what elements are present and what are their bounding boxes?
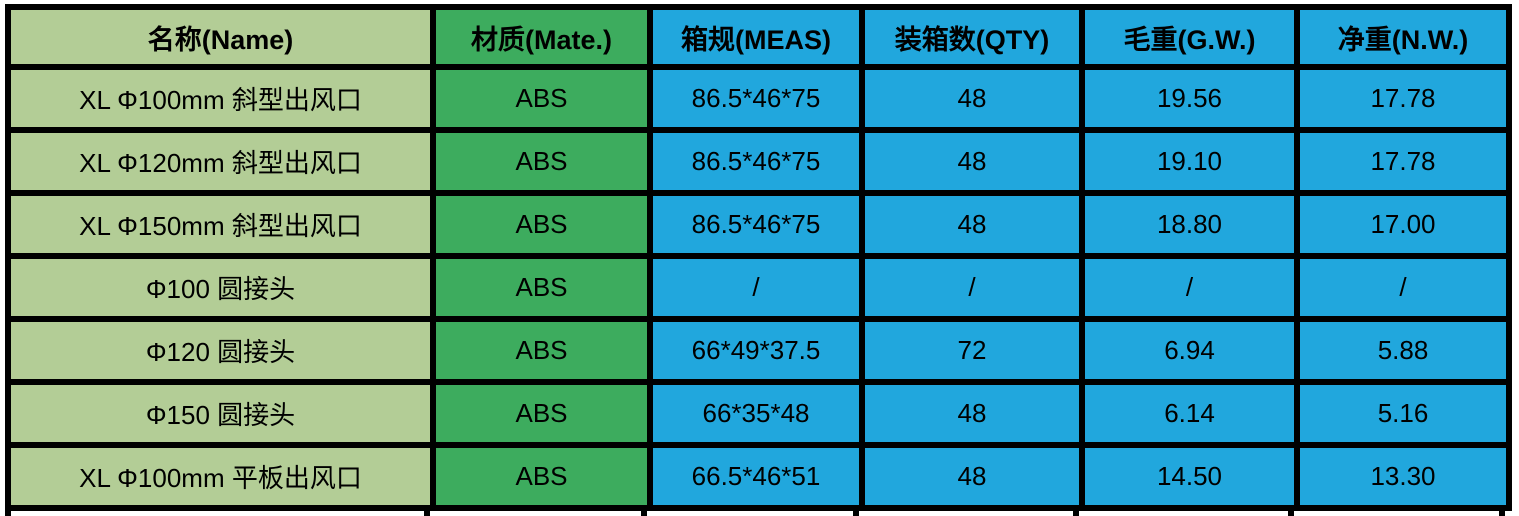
border-stub: [641, 511, 647, 516]
table-header: 名称(Name) 材质(Mate.) 箱规(MEAS) 装箱数(QTY) 毛重(G.W.…: [5, 4, 1512, 70]
table-cell: 48: [859, 442, 1085, 511]
table-row: XL Φ100mm 斜型出风口 ABS 86.5*46*75 48 19.56 17.78: [5, 64, 1512, 133]
table-cell: 17.78: [1294, 127, 1512, 196]
table-cell: 48: [859, 190, 1085, 259]
border-stub: [853, 511, 859, 516]
table-header-row: 名称(Name) 材质(Mate.) 箱规(MEAS) 装箱数(QTY) 毛重(G.W.…: [5, 4, 1512, 70]
table-cell: Φ120 圆接头: [5, 316, 436, 385]
table-cell: Φ150 圆接头: [5, 379, 436, 448]
table-cell: 86.5*46*75: [647, 127, 865, 196]
table-cell: 48: [859, 379, 1085, 448]
table-row: Φ100 圆接头 ABS / / / /: [5, 253, 1512, 322]
table-cell: ABS: [430, 190, 653, 259]
table-cell: 66*35*48: [647, 379, 865, 448]
border-stub: [424, 511, 430, 516]
table-cell: 17.00: [1294, 190, 1512, 259]
border-stub: [1288, 511, 1294, 516]
table-cell: 6.14: [1079, 379, 1300, 448]
table-cell: 48: [859, 64, 1085, 133]
table-row: XL Φ100mm 平板出风口 ABS 66.5*46*51 48 14.50 13.30: [5, 442, 1512, 511]
table-cell: XL Φ120mm 斜型出风口: [5, 127, 436, 196]
packing-spec-table: 名称(Name) 材质(Mate.) 箱规(MEAS) 装箱数(QTY) 毛重(G.W.…: [5, 4, 1512, 511]
border-stub: [5, 511, 11, 516]
table-row: Φ120 圆接头 ABS 66*49*37.5 72 6.94 5.88: [5, 316, 1512, 385]
table-row: XL Φ150mm 斜型出风口 ABS 86.5*46*75 48 18.80 17.00: [5, 190, 1512, 259]
column-header: 箱规(MEAS): [647, 4, 865, 70]
border-stub: [1499, 511, 1505, 516]
column-header: 装箱数(QTY): [859, 4, 1085, 70]
table-cell: 86.5*46*75: [647, 190, 865, 259]
table-cell: 14.50: [1079, 442, 1300, 511]
table-cell: 66.5*46*51: [647, 442, 865, 511]
table-cell: /: [647, 253, 865, 322]
border-stub: [1073, 511, 1079, 516]
column-header: 毛重(G.W.): [1079, 4, 1300, 70]
table-cell: 18.80: [1079, 190, 1300, 259]
table-cell: XL Φ100mm 平板出风口: [5, 442, 436, 511]
table-cell: /: [1294, 253, 1512, 322]
table-cell: ABS: [430, 127, 653, 196]
column-header: 净重(N.W.): [1294, 4, 1512, 70]
table-cell: 86.5*46*75: [647, 64, 865, 133]
table-cell: 19.56: [1079, 64, 1300, 133]
table-cell: 17.78: [1294, 64, 1512, 133]
table-cell: /: [859, 253, 1085, 322]
table-row: Φ150 圆接头 ABS 66*35*48 48 6.14 5.16: [5, 379, 1512, 448]
table-cell: ABS: [430, 64, 653, 133]
table-cell: 5.88: [1294, 316, 1512, 385]
table-cell: 5.16: [1294, 379, 1512, 448]
table-cell: ABS: [430, 379, 653, 448]
table-cell: 13.30: [1294, 442, 1512, 511]
table-cell: 66*49*37.5: [647, 316, 865, 385]
table-body: XL Φ100mm 斜型出风口 ABS 86.5*46*75 48 19.56 17.78…: [5, 64, 1512, 511]
table-cell: 6.94: [1079, 316, 1300, 385]
table-cell: ABS: [430, 253, 653, 322]
column-header: 名称(Name): [5, 4, 436, 70]
table-cell: Φ100 圆接头: [5, 253, 436, 322]
table-cell: 48: [859, 127, 1085, 196]
table-row: XL Φ120mm 斜型出风口 ABS 86.5*46*75 48 19.10 17.78: [5, 127, 1512, 196]
table-cell: 72: [859, 316, 1085, 385]
table-cell: 19.10: [1079, 127, 1300, 196]
table-cell: ABS: [430, 316, 653, 385]
cutoff-next-row-border-stubs: [0, 511, 1519, 516]
table-cell: /: [1079, 253, 1300, 322]
column-header: 材质(Mate.): [430, 4, 653, 70]
table-cell: ABS: [430, 442, 653, 511]
table-cell: XL Φ150mm 斜型出风口: [5, 190, 436, 259]
table-cell: XL Φ100mm 斜型出风口: [5, 64, 436, 133]
